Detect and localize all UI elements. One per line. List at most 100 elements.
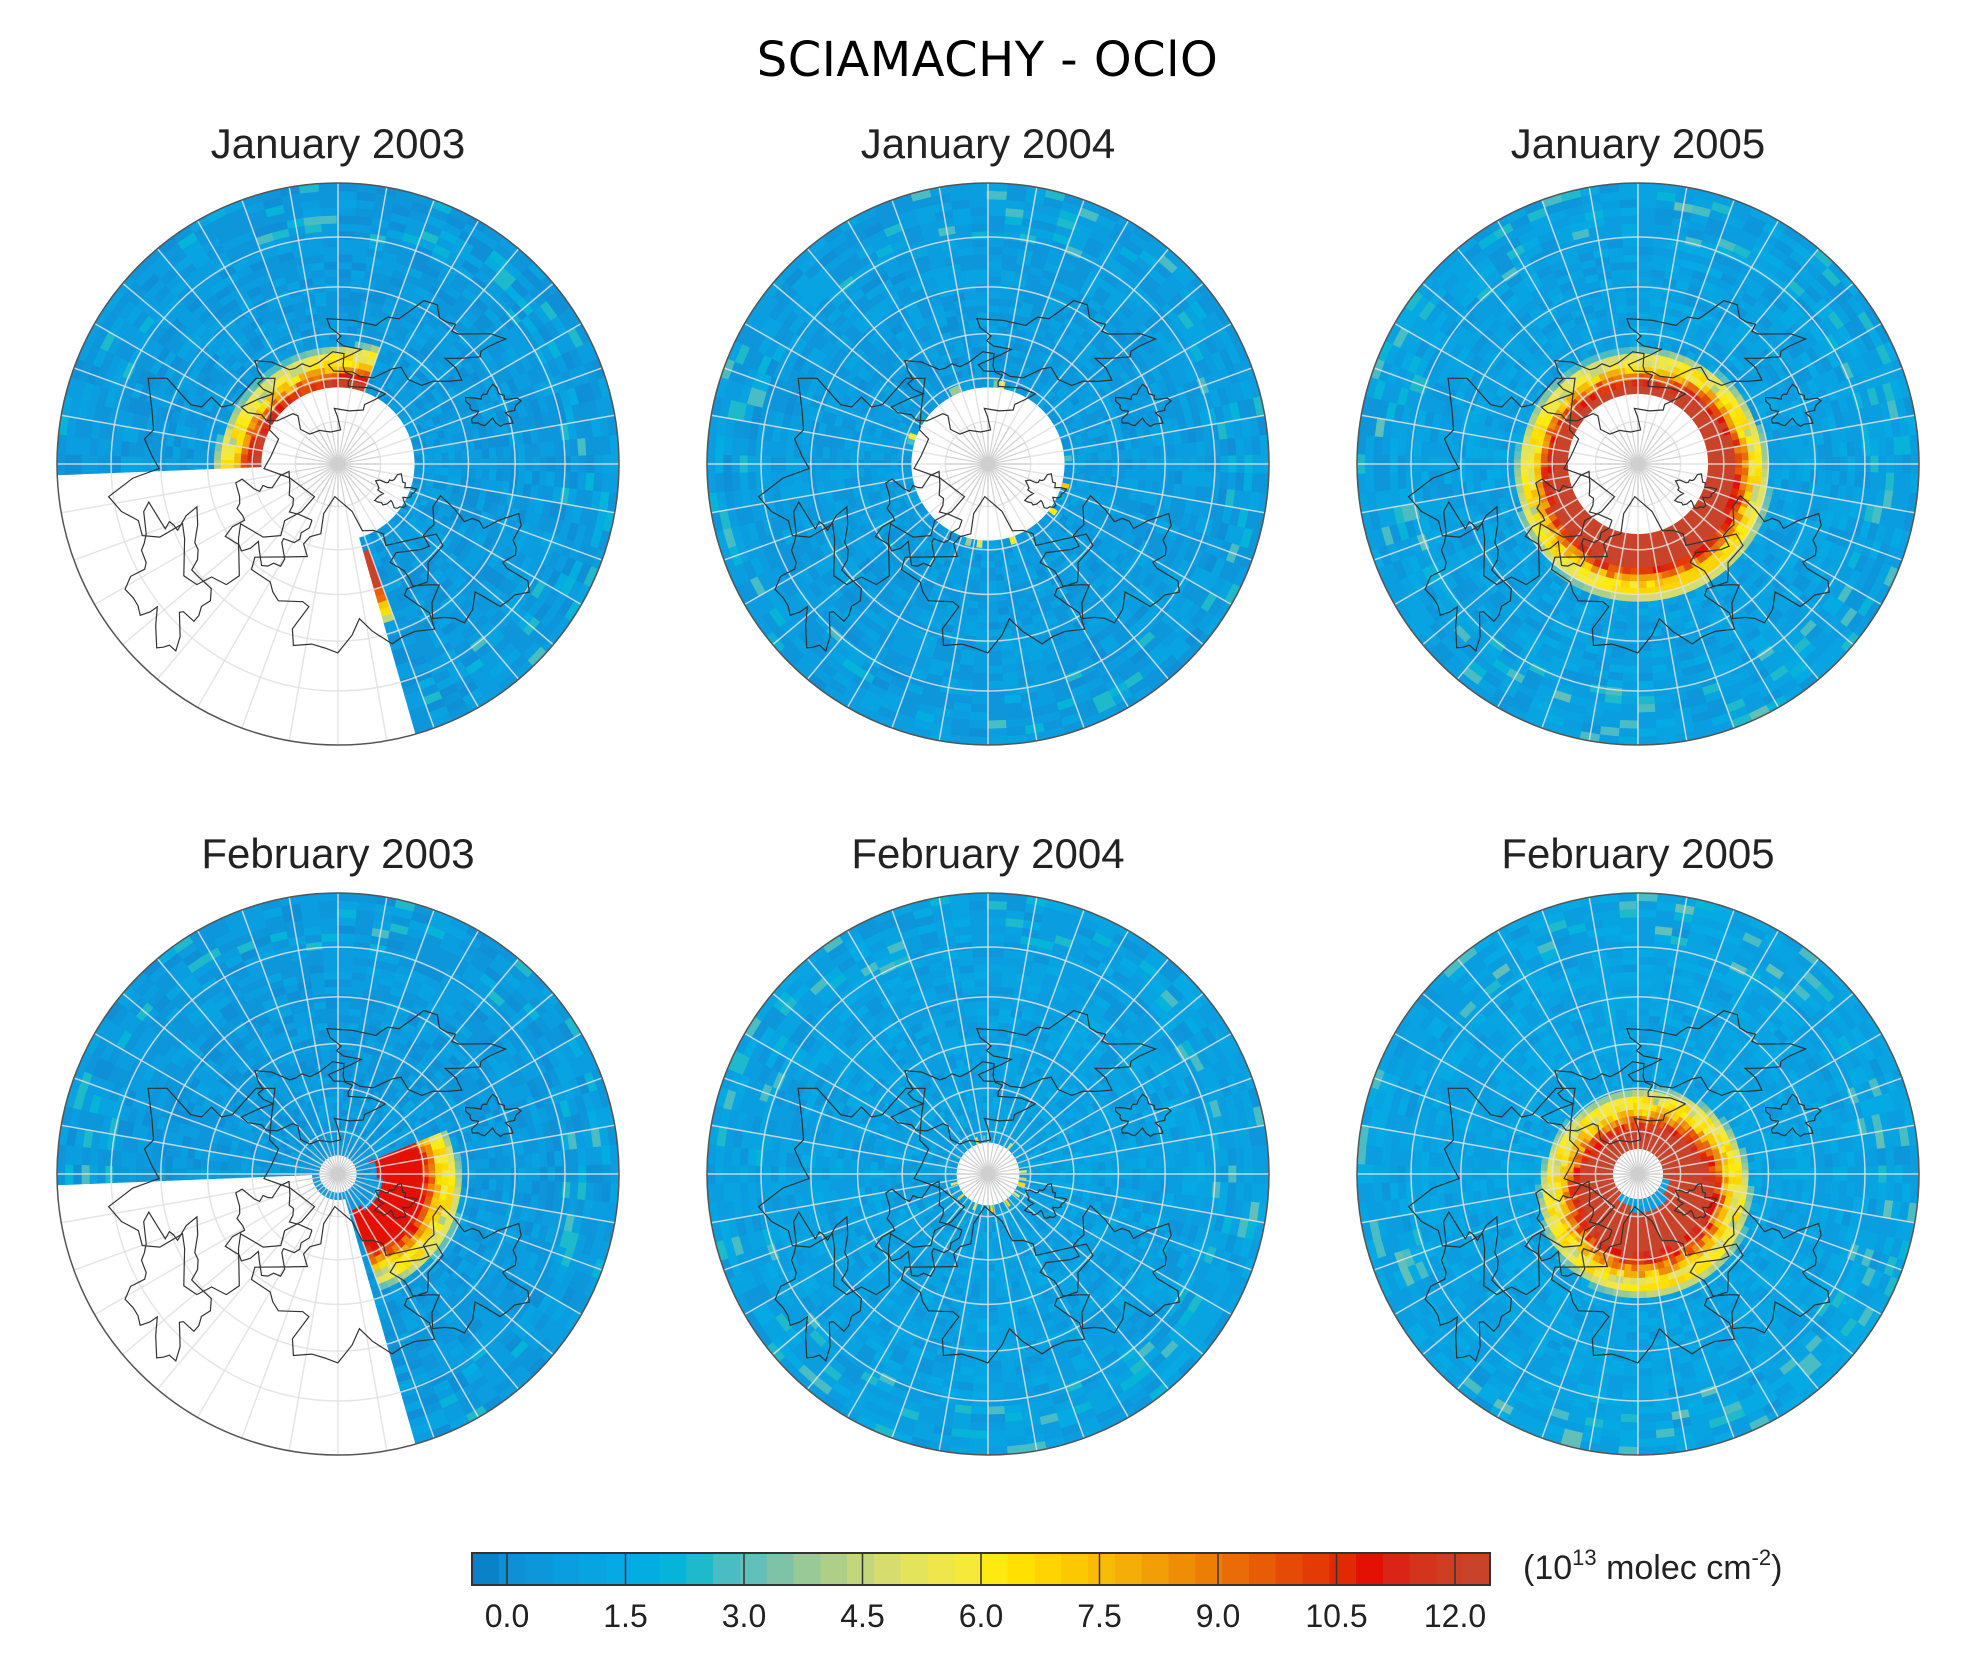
meridian-line [300, 442, 339, 465]
data-cell [897, 466, 906, 474]
data-cell [433, 466, 442, 475]
data-cell [414, 466, 423, 473]
data-cell [508, 278, 529, 299]
data-cell [1656, 724, 1678, 737]
data-cell [960, 368, 970, 378]
data-cell [1002, 670, 1020, 681]
data-cell [1101, 543, 1115, 558]
meridian-line [987, 426, 1010, 465]
data-cell [505, 362, 520, 380]
coastline-path [250, 495, 444, 654]
data-cell [1132, 683, 1155, 703]
data-cell [854, 578, 870, 595]
data-cell [1151, 445, 1161, 459]
data-cell [326, 305, 338, 314]
data-cell [731, 437, 742, 457]
meridian-line [972, 423, 989, 465]
data-cell [490, 571, 507, 589]
data-cell [306, 247, 324, 258]
data-cell [1157, 652, 1179, 674]
data-cell [979, 580, 989, 589]
data-cell [533, 601, 552, 622]
data-cell [307, 254, 324, 266]
data-cell [912, 255, 931, 269]
data-cell [344, 353, 354, 363]
data-cell [1117, 356, 1132, 372]
data-cell [1127, 597, 1145, 615]
data-cell [707, 473, 718, 495]
data-cell [1044, 614, 1060, 627]
data-cell [952, 216, 972, 227]
data-cell [1201, 334, 1219, 356]
data-cell [1080, 566, 1094, 581]
data-cell [844, 438, 854, 451]
data-cell [1000, 648, 1017, 659]
data-cell [831, 239, 853, 259]
data-cell [966, 312, 978, 322]
data-cell [1208, 518, 1222, 539]
data-cell [959, 556, 969, 566]
figure-title: SCIAMACHY - OClO [756, 32, 1219, 88]
meridian-line [322, 463, 339, 505]
data-cell [498, 380, 512, 397]
data-cell [445, 474, 455, 485]
data-cell [816, 249, 838, 270]
coastline-path [326, 299, 508, 387]
data-cell [479, 563, 494, 580]
data-cell [1068, 272, 1087, 287]
data-cell [428, 704, 451, 721]
data-cell [722, 379, 738, 402]
data-cell [1636, 215, 1656, 226]
data-cell [1370, 548, 1387, 571]
data-cell [429, 329, 445, 344]
data-cell [1820, 266, 1841, 288]
data-cell [387, 518, 397, 529]
data-cell [1117, 607, 1135, 625]
data-cell [412, 285, 430, 300]
meridian-line [310, 430, 339, 465]
data-cell [1008, 355, 1019, 366]
data-cell [1396, 387, 1411, 408]
data-cell [1130, 224, 1154, 244]
data-cell [157, 378, 171, 396]
meridian-line [337, 430, 366, 465]
data-cell [1173, 469, 1183, 485]
data-cell [1115, 476, 1126, 488]
data-cell [906, 438, 916, 446]
data-cell [1092, 349, 1106, 364]
data-cell [493, 479, 503, 493]
data-cell [479, 436, 489, 449]
data-cell [480, 468, 490, 480]
data-cell [1202, 439, 1213, 457]
data-cell [556, 594, 576, 617]
data-cell [1097, 467, 1106, 477]
data-cell [416, 634, 434, 649]
data-cell [778, 442, 789, 459]
data-cell [165, 445, 175, 460]
data-cell [1470, 279, 1490, 299]
data-cell [1142, 556, 1158, 573]
data-cell [750, 556, 767, 578]
data-cell [1232, 564, 1250, 588]
data-cell [1655, 716, 1677, 729]
data-cell [596, 375, 612, 399]
data-cell [528, 483, 540, 500]
meridian-line [891, 503, 975, 729]
data-cell [863, 468, 873, 478]
data-cell [1199, 590, 1218, 613]
data-cell [476, 290, 495, 309]
data-cell [986, 231, 1005, 241]
data-cell [1704, 217, 1726, 232]
data-cell [953, 224, 972, 235]
data-cell [874, 354, 889, 369]
data-cell [740, 489, 753, 509]
data-cell [498, 530, 513, 547]
data-cell [1384, 583, 1404, 607]
data-cell [1170, 592, 1189, 613]
data-cell [732, 419, 745, 440]
data-cell [1084, 571, 1099, 586]
data-cell [175, 307, 194, 326]
data-cell [1425, 602, 1444, 624]
data-cell [1407, 355, 1423, 376]
data-cell [1004, 693, 1023, 704]
